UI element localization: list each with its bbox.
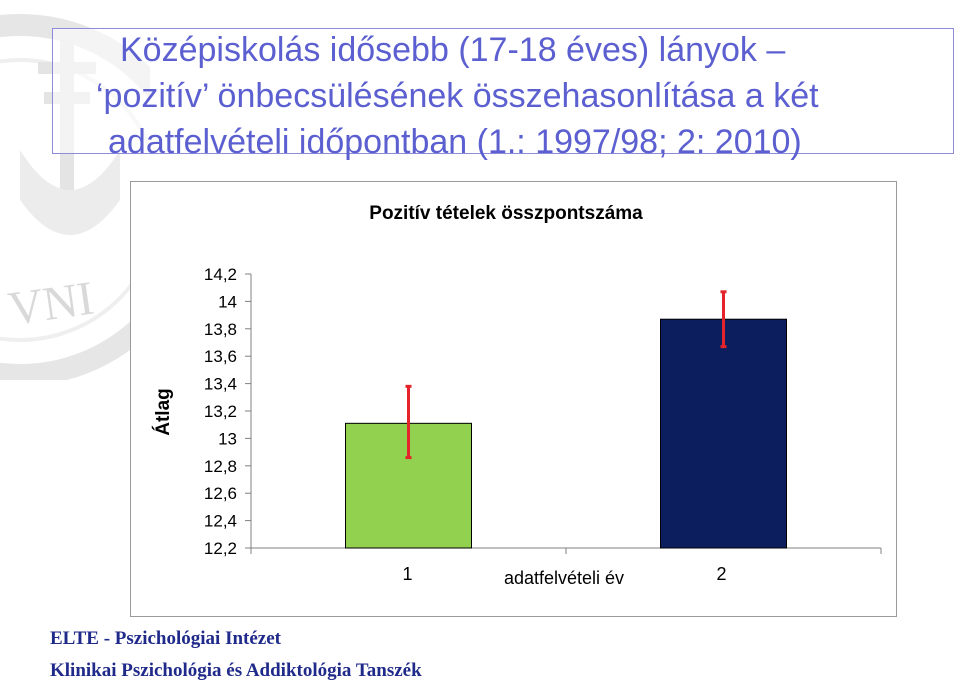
slide-title-line-3: adatfelvételi időpontban (1.: 1997/98; 2… <box>108 123 802 161</box>
title-box <box>52 28 954 154</box>
footer-department: Klinikai Pszichológia és Addiktológia Ta… <box>50 660 422 681</box>
footer-institute: ELTE - Pszichológiai Intézet <box>50 628 281 649</box>
y-tick-label: 14,2 <box>204 265 237 284</box>
y-tick-label: 12,2 <box>204 539 237 558</box>
y-tick-label: 13,2 <box>204 402 237 421</box>
seal-lettering: VNI <box>5 272 97 336</box>
y-tick-label: 13,6 <box>204 347 237 366</box>
x-tick-label-2: 2 <box>716 564 726 584</box>
chart-area: Pozitív tételek összpontszáma Átlag adat… <box>130 181 897 617</box>
slide-title-line-2: ‘pozitív’ önbecsülésének összehasonlítás… <box>96 77 819 115</box>
y-axis-label: Átlag <box>152 388 174 436</box>
y-tick-label: 12,8 <box>204 457 237 476</box>
y-tick-label: 14 <box>218 292 237 311</box>
y-tick-label: 13,8 <box>204 320 237 339</box>
bar-2 <box>660 318 787 549</box>
y-tick-label: 12,4 <box>204 512 237 531</box>
bar-chart: Pozitív tételek összpontszáma Átlag adat… <box>152 203 882 588</box>
y-tick-label: 13 <box>218 429 237 448</box>
x-tick-label-1: 1 <box>402 564 412 584</box>
x-axis-label: adatfelvételi év <box>504 568 624 588</box>
chart-title: Pozitív tételek összpontszáma <box>369 203 643 224</box>
y-tick-label: 12,6 <box>204 484 237 503</box>
slide-title-line-1: Középiskolás idősebb (17-18 éves) lányok… <box>120 31 786 69</box>
y-tick-label: 13,4 <box>204 375 237 394</box>
